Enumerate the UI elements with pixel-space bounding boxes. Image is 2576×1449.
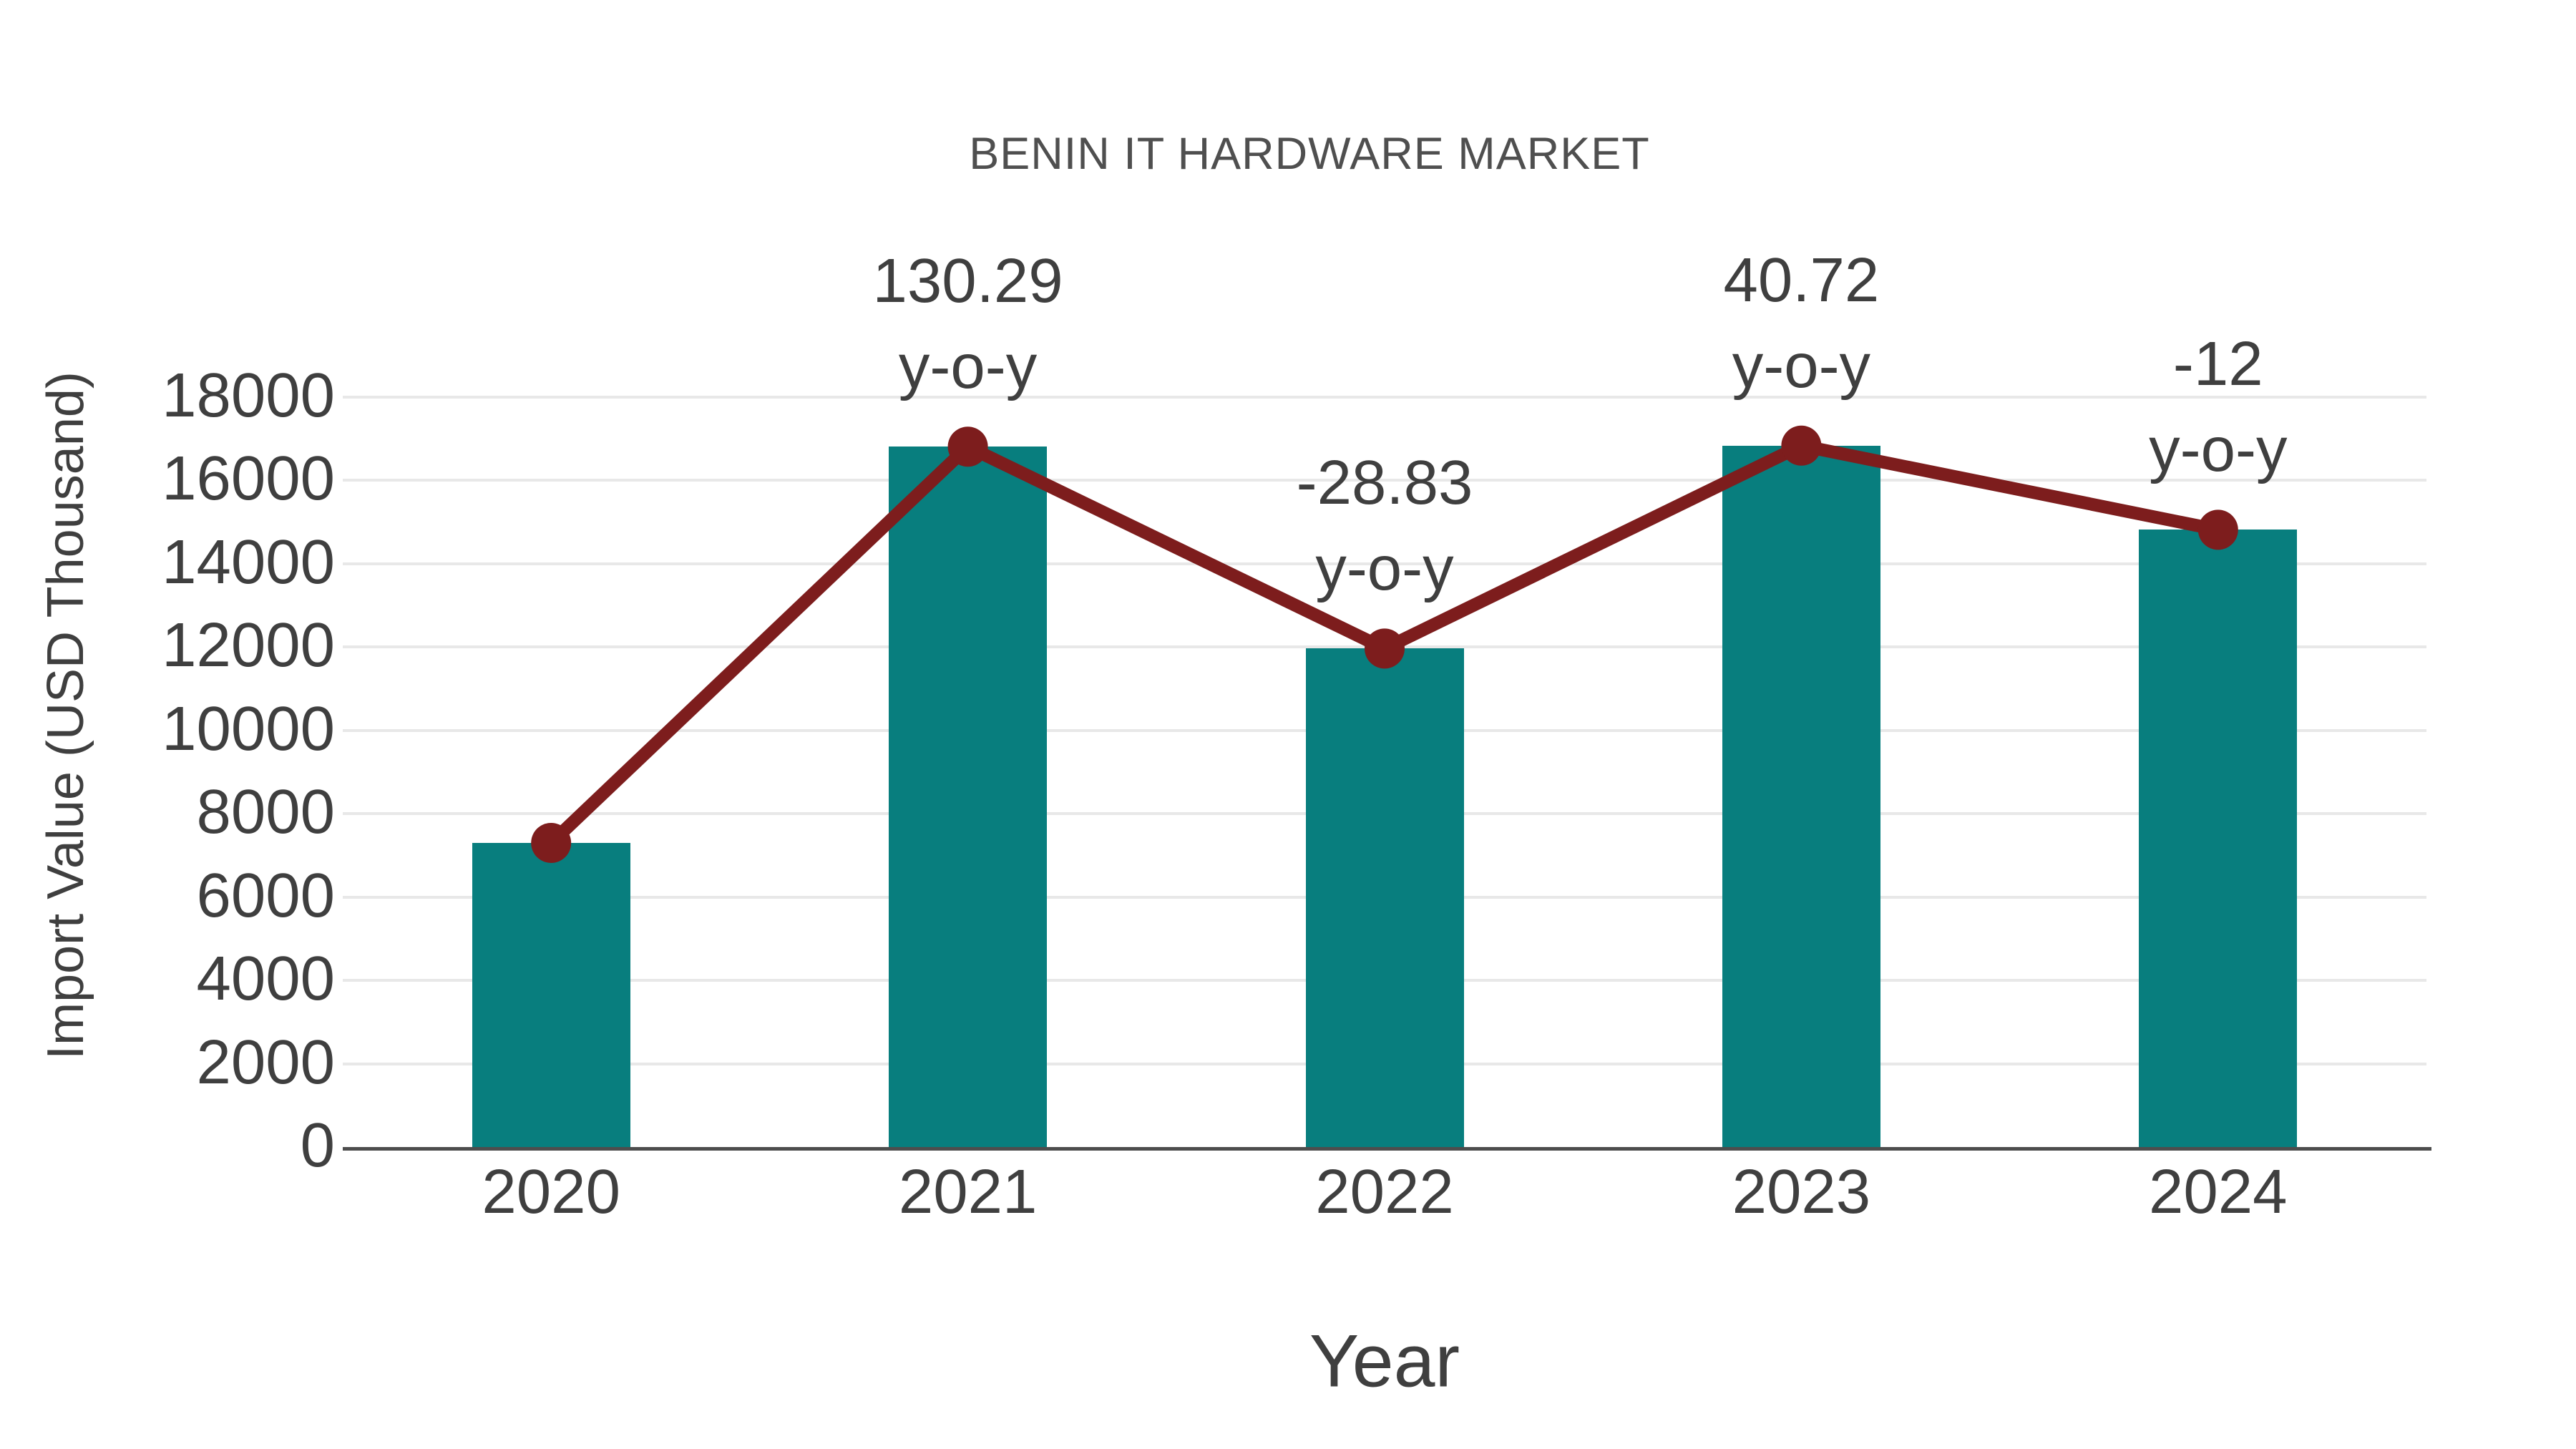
- x-tick-2020: 2020: [482, 1157, 620, 1226]
- x-axis-title: Year: [1309, 1319, 1460, 1403]
- y-tick-16000: 16000: [162, 444, 335, 514]
- x-tick-2021: 2021: [898, 1157, 1038, 1226]
- bar-2022: [1305, 648, 1464, 1147]
- chart-title: BENIN IT HARDWARE MARKET: [969, 129, 1650, 179]
- bar-2021: [889, 447, 1048, 1147]
- x-tick-2022: 2022: [1315, 1157, 1454, 1226]
- annotation-2021-label: y-o-y: [898, 332, 1038, 402]
- bar-2023: [1722, 445, 1880, 1147]
- bar-2024: [2139, 530, 2298, 1147]
- annotation-2023-label: y-o-y: [1732, 331, 1871, 401]
- annotation-2023-value: 40.72: [1723, 245, 1880, 315]
- y-tick-4000: 4000: [196, 944, 335, 1014]
- y-tick-0: 0: [300, 1111, 335, 1180]
- annotation-2024-value: -12: [2172, 329, 2263, 399]
- y-tick-12000: 12000: [162, 610, 335, 680]
- bar-2020: [472, 842, 630, 1147]
- x-axis-line: [343, 1147, 2431, 1151]
- gridline-18000: [343, 396, 2426, 399]
- annotation-2022-label: y-o-y: [1315, 534, 1454, 604]
- y-tick-10000: 10000: [162, 693, 335, 763]
- annotation-2024-label: y-o-y: [2149, 415, 2288, 485]
- y-tick-8000: 8000: [196, 777, 335, 847]
- y-tick-18000: 18000: [162, 361, 335, 430]
- y-tick-6000: 6000: [196, 860, 335, 930]
- y-tick-14000: 14000: [162, 527, 335, 597]
- annotation-2021-value: 130.29: [872, 246, 1063, 316]
- x-tick-2024: 2024: [2149, 1157, 2288, 1226]
- y-tick-2000: 2000: [196, 1027, 335, 1097]
- annotation-2022-value: -28.83: [1296, 448, 1473, 518]
- x-tick-2023: 2023: [1732, 1157, 1871, 1226]
